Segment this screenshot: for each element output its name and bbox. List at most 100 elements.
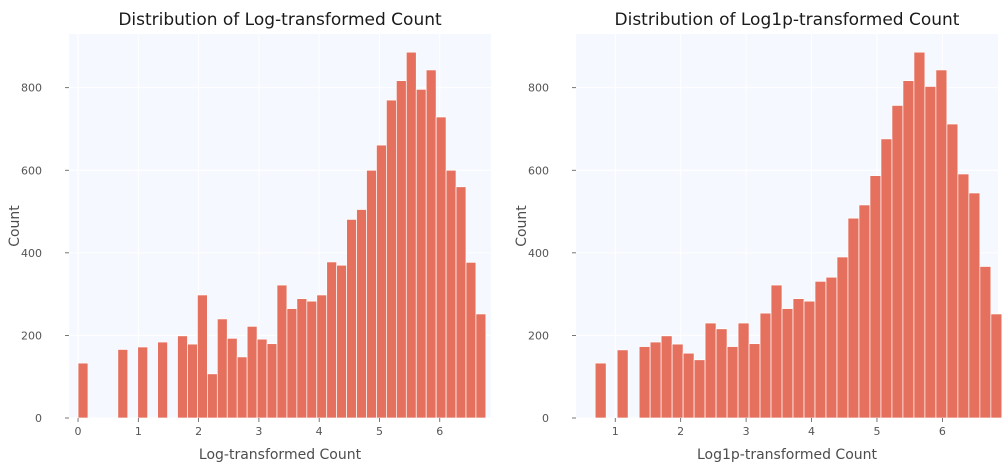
- histogram-bar: [891, 105, 904, 419]
- x-tick-label: 3: [255, 425, 262, 438]
- histogram-bar: [803, 300, 816, 419]
- histogram-bar: [847, 217, 860, 419]
- chart-title: Distribution of Log1p-transformed Count: [615, 10, 960, 30]
- histogram-bar: [649, 341, 662, 419]
- histogram-bar: [445, 169, 457, 419]
- y-tick-label: 0: [542, 412, 549, 425]
- histogram-bar: [792, 298, 805, 419]
- histogram-bar: [177, 335, 188, 419]
- histogram-bar: [465, 261, 477, 419]
- x-tick-label: 2: [677, 425, 684, 438]
- histogram-bar: [990, 313, 1003, 419]
- x-axis-label: Log1p-transformed Count: [697, 447, 878, 463]
- histogram-bar: [979, 266, 992, 419]
- histogram-bar: [236, 356, 248, 419]
- histogram-bar: [425, 69, 437, 419]
- chart-log-transformed: 0 1 2 3 4 5 6 0 200 400 600 800 Distribution of Log-…: [7, 10, 491, 463]
- histogram-bar: [781, 308, 794, 419]
- histogram-bar: [296, 298, 308, 419]
- x-tick-label: 1: [135, 425, 142, 438]
- histogram-bar: [455, 186, 467, 419]
- histogram-bar: [638, 346, 651, 419]
- x-tick-label: 4: [808, 425, 815, 438]
- histogram-bar: [346, 219, 357, 419]
- y-tick-label: 600: [21, 164, 42, 177]
- y-tick-label: 200: [528, 329, 549, 342]
- histogram-bar: [814, 280, 827, 419]
- histogram-bar: [207, 373, 218, 419]
- y-axis-label: Count: [514, 205, 530, 247]
- x-tick-label: 5: [873, 425, 880, 438]
- histogram-bar: [748, 343, 761, 419]
- histogram-bar: [858, 204, 871, 419]
- y-axis-label: Count: [7, 205, 23, 247]
- histogram-bar: [968, 192, 981, 419]
- histogram-bar: [386, 99, 397, 419]
- histogram-bar: [924, 86, 937, 419]
- histogram-bar: [880, 138, 893, 419]
- histogram-bar: [226, 337, 238, 419]
- histogram-bar: [682, 352, 695, 419]
- histogram-bar: [197, 294, 208, 419]
- histogram-bar: [376, 144, 387, 419]
- x-tick-label: 3: [743, 425, 750, 438]
- x-tick-label: 4: [316, 425, 323, 438]
- histogram-bar: [336, 264, 347, 419]
- histogram-bar: [366, 169, 377, 419]
- histogram-bar: [935, 69, 948, 419]
- histogram-bar: [306, 300, 318, 419]
- histogram-bar: [946, 123, 959, 419]
- histogram-bar: [693, 359, 706, 419]
- chart-title: Distribution of Log-transformed Count: [118, 10, 442, 30]
- histogram-bar: [759, 312, 772, 419]
- histogram-bar: [737, 322, 750, 419]
- histogram-bar: [266, 343, 278, 419]
- histogram-bar: [475, 313, 487, 419]
- x-tick-label: 1: [612, 425, 619, 438]
- histogram-bar: [836, 256, 849, 419]
- histogram-bar: [157, 341, 168, 419]
- histogram-bar: [216, 318, 228, 419]
- histogram-bar: [726, 346, 739, 419]
- y-tick-label: 400: [21, 247, 42, 260]
- histogram-bar: [770, 284, 783, 419]
- histogram-bar: [913, 51, 926, 419]
- histogram-bar: [594, 362, 607, 419]
- histogram-bar: [405, 51, 417, 419]
- y-tick-label: 600: [528, 164, 549, 177]
- histogram-bar: [825, 276, 838, 419]
- histogram-bar: [187, 343, 198, 419]
- histogram-bar: [356, 209, 367, 419]
- histogram-bar: [715, 328, 728, 419]
- histogram-bar: [957, 173, 970, 419]
- histogram-bar: [77, 362, 89, 419]
- y-tick-label: 800: [21, 82, 42, 95]
- histogram-bar: [286, 308, 298, 419]
- y-tick-label: 400: [528, 247, 549, 260]
- histogram-bar: [902, 80, 915, 419]
- y-tick-label: 0: [35, 412, 42, 425]
- chart-log1p-transformed: 1 2 3 4 5 6 0 200 400 600 800 Distribution of Log1p…: [514, 10, 1003, 463]
- x-axis-label: Log-transformed Count: [199, 447, 362, 463]
- x-tick-label: 0: [75, 425, 82, 438]
- y-tick-label: 200: [21, 329, 42, 342]
- histogram-bar: [616, 349, 629, 419]
- histogram-bar: [276, 284, 288, 419]
- histogram-bar: [435, 116, 447, 419]
- histogram-bar: [660, 335, 673, 419]
- histogram-bar: [316, 294, 328, 419]
- x-tick-label: 6: [939, 425, 946, 438]
- histogram-bar: [671, 343, 684, 419]
- histogram-bar: [137, 346, 149, 419]
- histogram-bar: [869, 175, 882, 419]
- histogram-bar: [396, 80, 407, 419]
- histogram-bar: [415, 88, 427, 419]
- histogram-bar: [704, 322, 717, 419]
- histogram-bar: [246, 325, 258, 419]
- x-tick-label: 6: [436, 425, 443, 438]
- x-tick-label: 5: [376, 425, 383, 438]
- y-tick-label: 800: [528, 82, 549, 95]
- x-tick-label: 2: [195, 425, 202, 438]
- histogram-bar: [117, 349, 129, 419]
